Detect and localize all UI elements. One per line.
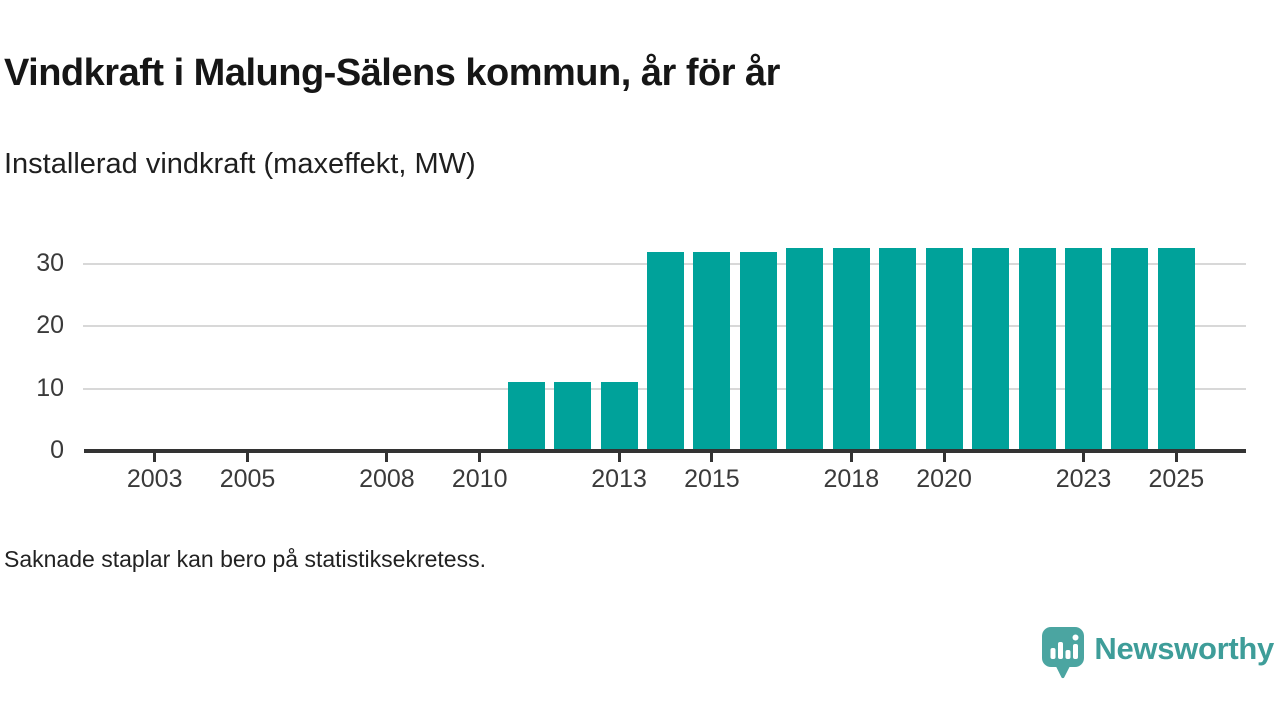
y-axis-label: 30	[36, 249, 64, 277]
bar-2022	[1018, 248, 1056, 451]
x-axis-label: 2013	[591, 465, 647, 493]
chart-title: Vindkraft i Malung-Sälens kommun, år för…	[4, 52, 780, 94]
bar-2024	[1111, 248, 1149, 451]
newsworthy-logo-text: Newsworthy	[1094, 631, 1274, 666]
x-axis-label: 2025	[1148, 465, 1205, 493]
x-axis-label: 2020	[916, 465, 972, 493]
x-tick-2018	[849, 453, 853, 462]
y-axis-label: 10	[36, 373, 64, 402]
bar-2019	[879, 248, 917, 451]
x-tick-2025	[1174, 453, 1178, 462]
newsworthy-logo-icon	[1042, 627, 1085, 679]
x-axis-label: 2005	[219, 465, 276, 493]
bar-2020	[925, 248, 963, 451]
x-tick-2020	[942, 453, 946, 462]
bar-2015	[693, 251, 731, 451]
bar-2016	[739, 251, 777, 451]
y-axis-label: 20	[36, 311, 64, 340]
x-tick-2008	[385, 453, 389, 462]
x-axis-label: 2023	[1055, 465, 1112, 493]
bar-2017	[786, 248, 824, 451]
bar-2014	[647, 251, 684, 451]
x-tick-2003	[153, 453, 157, 462]
x-axis-label: 2018	[823, 465, 880, 493]
bar-2021	[972, 248, 1010, 451]
bar-2011	[507, 382, 545, 451]
chart-subtitle: Installerad vindkraft (maxeffekt, MW)	[4, 148, 476, 180]
y-axis-label: 0	[50, 436, 64, 464]
bar-2012	[554, 382, 592, 451]
bar-2018	[832, 248, 870, 451]
x-tick-2010	[478, 453, 482, 462]
chart-footnote: Saknade staplar kan bero på statistiksek…	[4, 546, 486, 572]
x-axis-line	[84, 449, 1246, 453]
bar-2025	[1157, 248, 1195, 451]
x-axis-label: 2008	[359, 465, 415, 493]
x-tick-2013	[617, 453, 621, 462]
x-tick-2005	[246, 453, 249, 462]
bar-2013	[600, 382, 638, 451]
bar-2023	[1065, 248, 1102, 451]
x-tick-2015	[710, 453, 714, 462]
x-axis-label: 2010	[451, 465, 508, 493]
newsworthy-branding: Newsworthy	[1041, 626, 1274, 680]
x-axis-label: 2003	[126, 465, 183, 493]
x-tick-2023	[1082, 453, 1085, 462]
x-axis-label: 2015	[684, 465, 740, 493]
